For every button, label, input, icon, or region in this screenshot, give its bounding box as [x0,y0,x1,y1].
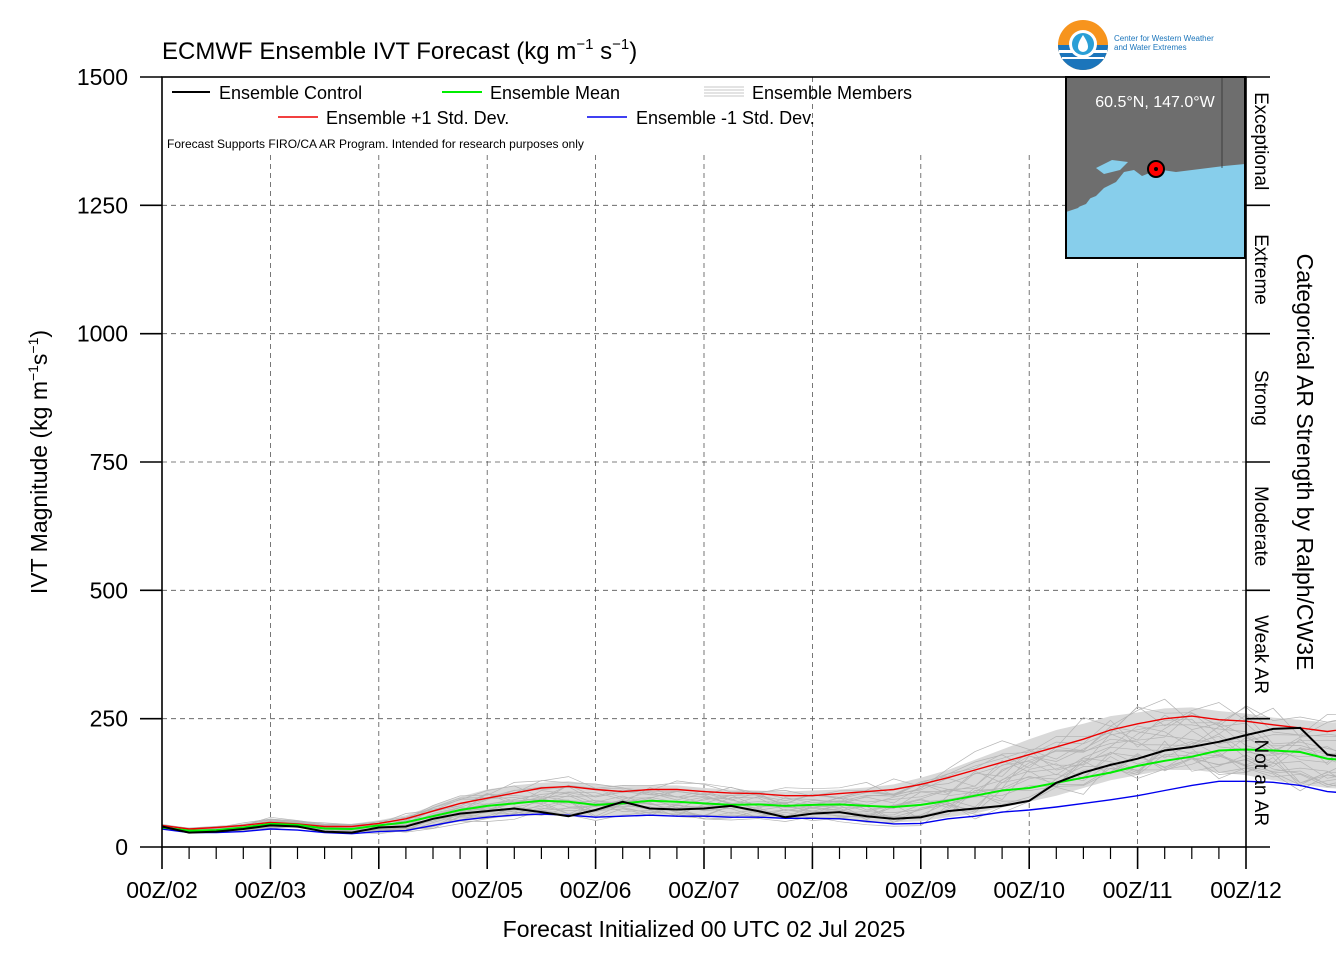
title-end: ) [629,38,637,65]
inset-frame [1065,76,1246,259]
series-control-line [161,726,1336,834]
ensemble-member-line [161,746,1336,832]
category-label: Weak AR [1250,615,1271,694]
inset-water [1066,164,1245,258]
x-tick-label: 00Z/11 [1103,877,1173,903]
inset-location-label: 60.5°N, 147.0°W [1095,94,1215,111]
y-tick-label: 0 [115,834,128,860]
ensemble-member-line [161,735,1336,833]
logo-org-line1: Center for Western Weather [1114,34,1214,43]
legend-minus-label: Ensemble -1 Std. Dev. [636,108,815,128]
x-tick-label: 00Z/04 [343,877,415,903]
title-exp2: −1 [612,36,629,53]
legend-mean-label: Ensemble Mean [490,83,620,103]
ylabel-end: ) [26,330,52,338]
research-note: Forecast Supports FIRO/CA AR Program. In… [167,137,584,151]
ylabel-main: IVT Magnitude (kg m [26,381,52,594]
category-label: Exceptional [1250,92,1271,190]
x-tick-label: 00Z/10 [993,877,1065,903]
ensemble-member-line [161,698,1336,830]
x-tick-label: 00Z/09 [885,877,957,903]
ensemble-member-line [161,702,1336,829]
ensemble-member-line [161,718,1336,832]
ensemble-member-line [161,752,1336,833]
category-label: Strong [1250,370,1271,426]
ensemble-member-line [161,736,1336,833]
legend-members-label: Ensemble Members [752,83,912,103]
droplet-icon [1078,35,1088,52]
y-tick-label: 750 [90,449,128,475]
category-label: Extreme [1250,234,1271,305]
x-axis: 00Z/02 00Z/03 00Z/04 00Z/05 00Z/06 00Z/07 00Z/… [126,847,1282,903]
ylabel-exp2: −1 [25,337,41,353]
inset-island [1070,196,1092,208]
x-axis-label: Forecast Initialized 00 UTC 02 Jul 2025 [503,916,906,942]
ylabel-exp1: −1 [25,365,41,381]
series-plus-std-line [161,715,1336,830]
category-label: Moderate [1250,486,1271,566]
x-tick-label: 00Z/05 [451,877,523,903]
y-axis-label: IVT Magnitude (kg m−1s−1) [25,330,52,594]
ensemble-member-line [161,714,1336,830]
x-tick-label: 00Z/12 [1210,877,1282,903]
title-exp1: −1 [576,36,593,53]
legend-plus-label: Ensemble +1 Std. Dev. [326,108,509,128]
logo-org-line2: and Water Extremes [1114,43,1187,52]
chart-title: ECMWF Ensemble IVT Forecast (kg m−1 s−1) [162,36,637,65]
right-axis-label: Categorical AR Strength by Ralph/CW3E [1292,254,1318,671]
legend-control-label: Ensemble Control [219,83,362,103]
title-main: ECMWF Ensemble IVT Forecast (kg m [162,38,576,65]
x-tick-label: 00Z/03 [235,877,307,903]
inset-inlet [1096,160,1128,174]
cw3e-logo: Center for Western Weather and Water Ext… [1058,20,1214,70]
x-tick-label: 00Z/08 [777,877,849,903]
ensemble-member-line [161,740,1336,833]
ensemble-member-line [161,753,1336,835]
location-marker-center [1154,167,1158,171]
y-tick-label: 1250 [77,192,128,218]
x-tick-label: 00Z/02 [126,877,198,903]
x-tick-label: 00Z/06 [560,877,632,903]
legend-members-swatch [704,86,744,97]
ensemble-member-line [161,726,1336,831]
legend: Ensemble Control Ensemble Mean Ensemble … [167,83,912,151]
y-tick-label: 500 [90,577,128,603]
y-tick-label: 250 [90,706,128,732]
category-axis: Not an AR Weak AR Moderate Strong Extreme Exc… [1246,92,1271,848]
title-mid: s [593,38,612,65]
ensemble-member-line [161,725,1336,831]
y-tick-label: 1000 [77,321,128,347]
category-label: Not an AR [1250,739,1271,826]
ylabel-mid: s [26,354,52,366]
ensemble-member-line [161,712,1336,831]
y-axis: 0 250 500 750 1000 1250 1500 [77,64,162,860]
x-tick-label: 00Z/07 [668,877,740,903]
y-tick-label: 1500 [77,64,128,90]
location-inset-map: 60.5°N, 147.0°W [1065,76,1246,259]
